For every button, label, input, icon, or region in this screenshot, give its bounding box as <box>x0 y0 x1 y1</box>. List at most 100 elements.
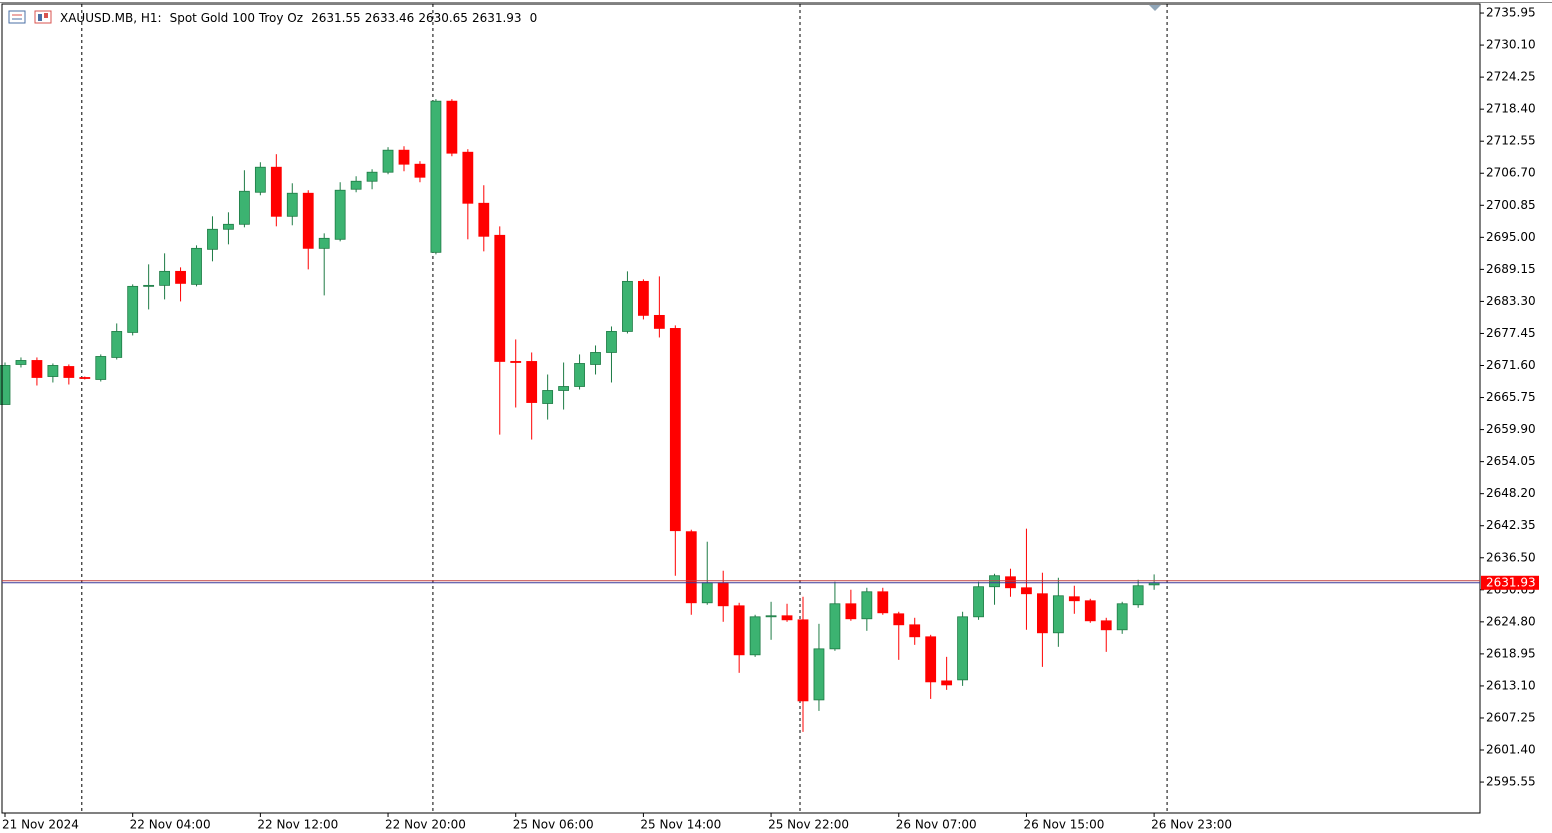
candle-body <box>622 280 633 332</box>
symbol: XAUUSD.MB, H1: <box>60 11 162 25</box>
low-value: 2630.65 <box>418 11 468 25</box>
candle-body <box>909 624 921 638</box>
y-tick-label: 2718.40 <box>1486 102 1536 116</box>
x-tick-label: 26 Nov 07:00 <box>896 818 977 832</box>
candle-body <box>31 360 43 378</box>
candle-body <box>1005 576 1016 589</box>
candle-body <box>1132 585 1144 606</box>
candle-body <box>430 100 442 253</box>
x-tick-label: 22 Nov 04:00 <box>130 818 211 832</box>
y-tick-label: 2618.95 <box>1486 646 1536 660</box>
high-value: 2633.46 <box>365 11 415 25</box>
candle-body <box>717 582 729 607</box>
y-tick-label: 2712.55 <box>1486 134 1536 148</box>
candle-body <box>478 202 490 237</box>
volume-value: 0 <box>530 11 538 25</box>
candle-body <box>15 360 27 365</box>
candle-body <box>95 356 107 380</box>
candle-body <box>414 163 426 178</box>
candle-body <box>542 390 554 404</box>
x-tick-label: 26 Nov 15:00 <box>1023 818 1104 832</box>
candle-body <box>797 619 809 702</box>
candle-body <box>781 615 793 621</box>
y-tick-label: 2648.20 <box>1486 486 1536 500</box>
y-tick-label: 2595.55 <box>1486 775 1536 789</box>
candle-body <box>143 284 155 287</box>
candle-body <box>590 352 601 365</box>
candle-body <box>845 603 857 620</box>
y-tick-label: 2689.15 <box>1486 262 1536 276</box>
candle-body <box>334 189 346 240</box>
y-tick-label: 2654.05 <box>1486 454 1536 468</box>
header-text: XAUUSD.MB, H1: Spot Gold 100 Troy Oz 2631.… <box>60 11 537 25</box>
candle-body <box>893 613 905 626</box>
shift-marker <box>1149 5 1161 11</box>
candle-body <box>159 270 171 286</box>
candle-body <box>286 192 298 217</box>
open-value: 2631.55 <box>311 11 361 25</box>
y-tick-label: 2683.30 <box>1486 294 1536 308</box>
candle-body <box>957 616 968 681</box>
candle-body <box>749 616 761 656</box>
y-tick-label: 2636.50 <box>1486 550 1536 564</box>
x-tick-label: 26 Nov 23:00 <box>1151 818 1232 832</box>
candle-body <box>270 166 282 217</box>
x-tick-label: 22 Nov 12:00 <box>257 818 338 832</box>
candle-body <box>1084 600 1096 622</box>
x-tick-label: 21 Nov 2024 <box>2 818 79 832</box>
candle-body <box>382 149 394 173</box>
candle-body <box>829 603 841 650</box>
y-tick-label: 2677.45 <box>1486 326 1536 340</box>
y-tick-label: 2724.25 <box>1486 70 1536 84</box>
candle-body <box>1021 587 1032 595</box>
plot-frame <box>1 3 1481 814</box>
x-tick-label: 25 Nov 06:00 <box>513 818 594 832</box>
candle-body <box>765 615 777 618</box>
last-price-label: 2631.93 <box>1486 575 1536 589</box>
candle-body <box>223 223 234 230</box>
y-tick-label: 2624.80 <box>1486 614 1536 628</box>
candle-body <box>366 171 378 182</box>
candle-body <box>877 591 889 614</box>
candle-body <box>446 100 458 154</box>
candle-body <box>238 190 250 225</box>
candle-body <box>526 361 538 403</box>
candle-body <box>558 386 569 391</box>
y-tick-label: 2730.10 <box>1486 38 1536 52</box>
candle-body <box>207 228 218 250</box>
candle-body <box>733 605 745 656</box>
candle-body <box>701 582 713 604</box>
y-tick-label: 2607.25 <box>1486 710 1536 724</box>
menu-icon[interactable] <box>8 10 26 24</box>
candle-body <box>941 680 953 686</box>
candle-body <box>638 280 649 316</box>
y-tick-label: 2695.00 <box>1486 230 1536 244</box>
candle-body <box>973 586 984 618</box>
candle-body <box>669 328 681 532</box>
candles <box>0 99 1160 732</box>
y-tick-label: 2659.90 <box>1486 422 1536 436</box>
y-tick-label: 2735.95 <box>1486 6 1536 20</box>
y-tick-label: 2700.85 <box>1486 198 1536 212</box>
y-tick-label: 2706.70 <box>1486 166 1536 180</box>
y-tick-label: 2613.10 <box>1486 678 1536 692</box>
candle-body <box>861 591 873 620</box>
candle-body <box>925 636 937 683</box>
candle-body <box>63 366 75 378</box>
candle-body <box>127 285 139 333</box>
candle-body <box>1116 603 1128 631</box>
chart-icon[interactable] <box>34 10 52 24</box>
candle-body <box>0 365 11 405</box>
x-tick-label: 25 Nov 22:00 <box>768 818 849 832</box>
candle-body <box>462 151 474 204</box>
x-tick-label: 25 Nov 14:00 <box>640 818 721 832</box>
candle-body <box>1100 620 1112 631</box>
candle-body <box>510 361 522 363</box>
candle-body <box>1068 596 1080 602</box>
y-tick-label: 2642.35 <box>1486 518 1536 532</box>
candle-body <box>302 192 314 249</box>
candle-body <box>79 377 91 379</box>
header: XAUUSD.MB, H1: Spot Gold 100 Troy Oz 2631.… <box>8 10 537 25</box>
